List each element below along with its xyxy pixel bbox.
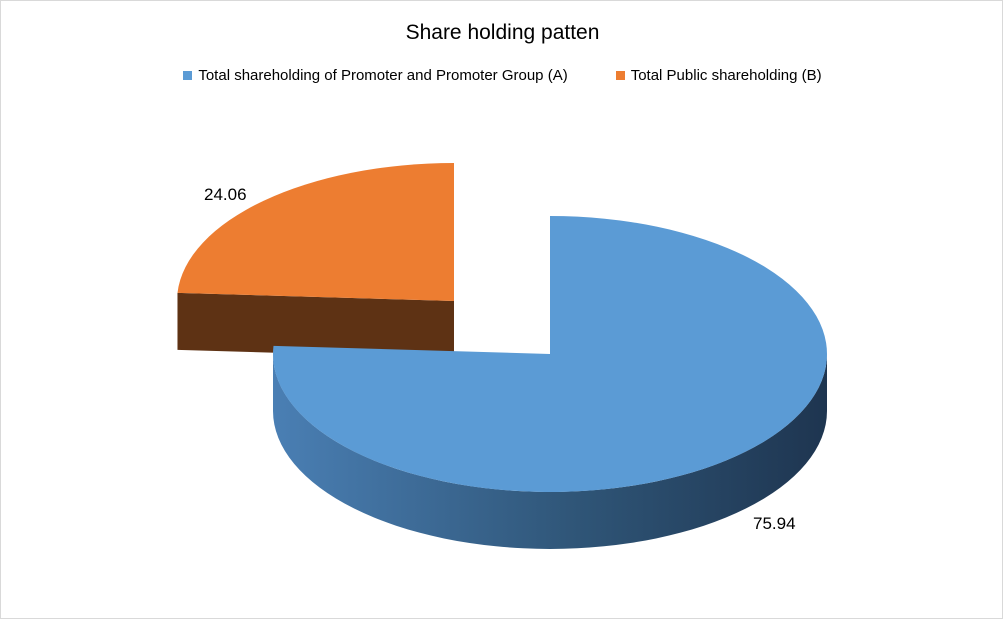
legend-swatch-promoter bbox=[183, 71, 193, 80]
data-label-public: 24.06 bbox=[204, 185, 247, 204]
legend-label-promoter: Total shareholding of Promoter and Promo… bbox=[198, 67, 568, 84]
pie-slice-promoter bbox=[273, 216, 827, 492]
legend-label-public: Total Public shareholding (B) bbox=[630, 67, 822, 84]
legend: Total shareholding of Promoter and Promo… bbox=[1, 67, 1003, 84]
legend-swatch-public bbox=[615, 71, 625, 80]
pie-slice-promoter-side bbox=[273, 354, 827, 549]
pie-slice-public bbox=[177, 163, 455, 301]
data-label-promoter: 75.94 bbox=[753, 514, 796, 533]
pie-slice-public-side bbox=[177, 292, 455, 358]
legend-item-public: Total Public shareholding (B) bbox=[615, 67, 822, 84]
chart-title: Share holding patten bbox=[405, 21, 600, 44]
legend-item-promoter: Total shareholding of Promoter and Promo… bbox=[183, 67, 568, 84]
